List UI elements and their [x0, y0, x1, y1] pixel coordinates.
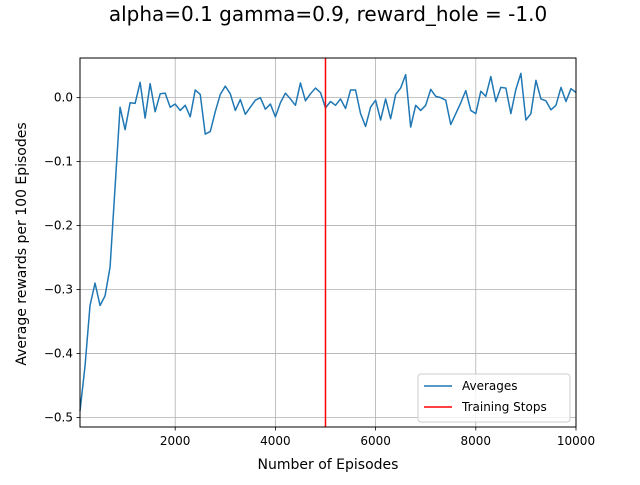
x-tick-label: 6000	[360, 434, 391, 448]
y-tick-label: −0.3	[44, 283, 73, 297]
grid	[80, 58, 577, 427]
y-tick-label: −0.1	[44, 155, 73, 169]
legend-box	[417, 373, 571, 423]
x-tick-label: 2000	[160, 434, 191, 448]
y-tick-label: 0.0	[54, 91, 73, 105]
x-tick-label: 8000	[461, 434, 492, 448]
y-tick-label: −0.5	[44, 410, 73, 424]
y-tick-label: −0.2	[44, 219, 73, 233]
plot-frame	[79, 57, 577, 428]
y-axis-label: Average rewards per 100 Episodes	[14, 122, 30, 365]
x-axis-label: Number of Episodes	[258, 457, 399, 473]
y-tick-label: −0.4	[44, 346, 73, 360]
x-tick-label: 4000	[260, 434, 291, 448]
series-layer	[79, 58, 577, 427]
legend-label-training-stops: Training Stops	[461, 400, 547, 414]
legend: Averages Training Stops	[417, 373, 571, 423]
x-axis: 2000 4000 6000 8000 10000	[160, 427, 595, 448]
series-line-averages	[79, 72, 577, 412]
legend-label-averages: Averages	[462, 379, 518, 393]
y-axis: 0.0 −0.1 −0.2 −0.3 −0.4 −0.5	[44, 91, 80, 424]
chart-title: alpha=0.1 gamma=0.9, reward_hole = -1.0	[109, 2, 547, 26]
x-tick-label: 10000	[557, 434, 595, 448]
